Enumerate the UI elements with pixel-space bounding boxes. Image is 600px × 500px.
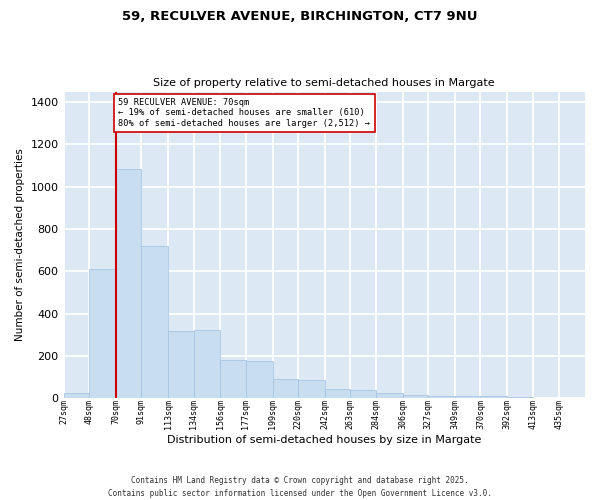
Bar bbox=[350, 390, 376, 398]
Bar bbox=[481, 396, 507, 398]
Bar bbox=[246, 361, 272, 398]
Bar bbox=[507, 397, 533, 398]
Bar bbox=[220, 360, 246, 398]
Bar bbox=[142, 246, 168, 398]
Bar bbox=[168, 332, 194, 398]
X-axis label: Distribution of semi-detached houses by size in Margate: Distribution of semi-detached houses by … bbox=[167, 435, 481, 445]
Bar bbox=[116, 170, 142, 398]
Bar bbox=[455, 396, 481, 398]
Bar bbox=[403, 395, 428, 398]
Bar bbox=[272, 379, 298, 398]
Y-axis label: Number of semi-detached properties: Number of semi-detached properties bbox=[15, 148, 25, 341]
Text: Contains HM Land Registry data © Crown copyright and database right 2025.
Contai: Contains HM Land Registry data © Crown c… bbox=[108, 476, 492, 498]
Text: 59, RECULVER AVENUE, BIRCHINGTON, CT7 9NU: 59, RECULVER AVENUE, BIRCHINGTON, CT7 9N… bbox=[122, 10, 478, 23]
Bar bbox=[376, 394, 403, 398]
Bar bbox=[194, 330, 220, 398]
Bar bbox=[428, 396, 455, 398]
Title: Size of property relative to semi-detached houses in Margate: Size of property relative to semi-detach… bbox=[154, 78, 495, 88]
Bar bbox=[325, 388, 350, 398]
Bar bbox=[89, 269, 116, 398]
Text: 59 RECULVER AVENUE: 70sqm
← 19% of semi-detached houses are smaller (610)
80% of: 59 RECULVER AVENUE: 70sqm ← 19% of semi-… bbox=[118, 98, 370, 128]
Bar bbox=[298, 380, 325, 398]
Bar bbox=[64, 393, 89, 398]
